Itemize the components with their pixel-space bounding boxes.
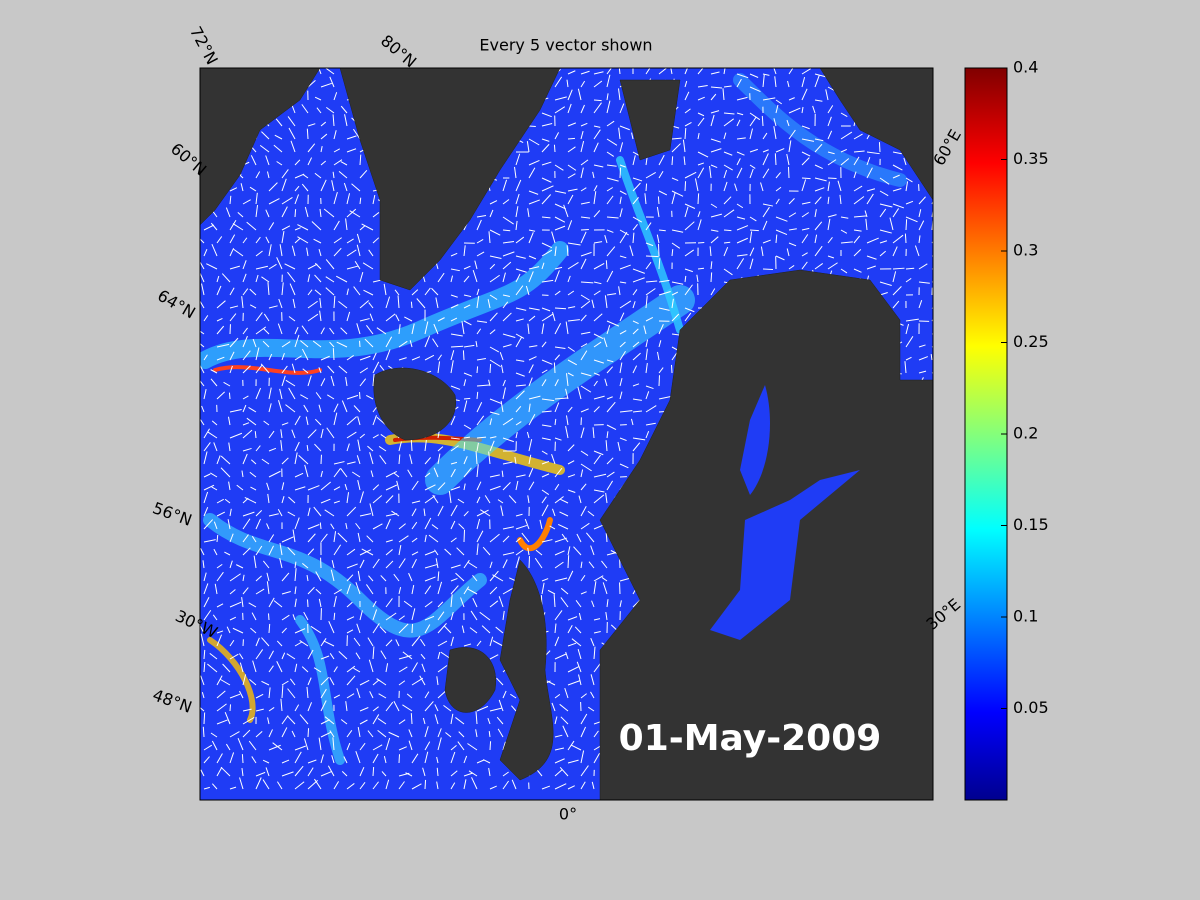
colorbar-tick-label: 0.25 — [1013, 332, 1049, 351]
map-frame — [199, 67, 934, 801]
title: Every 5 vector shown — [479, 36, 652, 55]
baltic — [710, 385, 860, 640]
colorbar — [964, 67, 1008, 801]
graticule-label: 48°N — [150, 685, 194, 717]
graticule-label: 80°N — [377, 31, 420, 71]
colorbar-tick-label: 0.2 — [1013, 424, 1038, 443]
colorbar-tick-label: 0.05 — [1013, 698, 1049, 717]
date-label: 01-May-2009 — [619, 718, 882, 759]
colorbar-tick-label: 0.3 — [1013, 241, 1038, 260]
map — [200, 68, 933, 800]
colorbar-tick-label: 0.4 — [1013, 58, 1038, 77]
colorbar-tick-label: 0.15 — [1013, 515, 1049, 534]
graticule-label: 56°N — [150, 498, 194, 530]
colorbar-axis: 0.05 0.1 0.15 0.2 0.25 0.3 0.35 0.4 — [1001, 58, 1049, 717]
colorbar-tick-label: 0.35 — [1013, 149, 1049, 168]
graticule-label: 64°N — [154, 286, 198, 323]
colorbar-tick-label: 0.1 — [1013, 607, 1038, 626]
graticule-label: 72°N — [186, 23, 222, 68]
graticule-label: 0° — [559, 805, 577, 824]
graticule-label: 60°E — [929, 126, 965, 169]
